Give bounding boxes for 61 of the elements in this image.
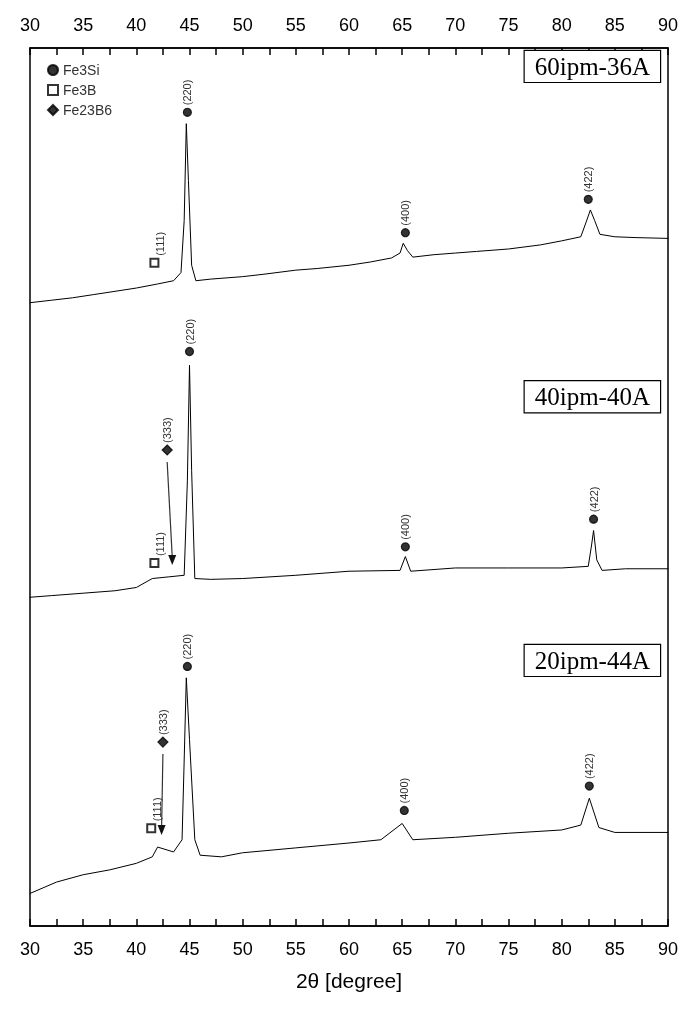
annotation: (400) [398,777,411,804]
x2-tick-label: 70 [445,15,466,35]
x2-tick-label: 35 [73,15,94,35]
x2-tick-label: 90 [657,15,679,35]
annotation: (220) [183,318,196,345]
x-tick-label: 85 [604,939,625,959]
x-tick-label: 65 [392,939,413,959]
point [146,823,157,834]
legend-label: Fe3Si [63,62,100,78]
x-tick-label: 90 [657,939,679,959]
point [399,805,409,816]
annotation: (422) [587,486,600,513]
x-tick-label: 55 [285,939,306,959]
annotation: (333) [156,709,169,736]
text: 60ipm-36A [534,52,650,80]
point [588,514,599,524]
legend-label: Fe23B6 [63,102,113,118]
point [583,194,593,204]
text: 20ipm-44A [534,646,650,674]
annotation: (422) [583,753,596,780]
x2-tick-label: 60 [338,15,360,35]
point [584,781,594,791]
point [182,107,192,117]
point [149,558,160,569]
point [400,228,410,238]
point [157,736,169,748]
annotation: (333) [161,417,174,443]
x-tick-label: 35 [73,939,94,959]
x2-tick-label: 85 [604,15,625,35]
point [184,346,195,357]
annotation: (422) [582,166,595,193]
x-tick-label: 60 [338,939,360,959]
x-tick-label: 45 [179,939,200,959]
x2-tick-label: 50 [232,15,253,35]
legend-label: Fe3B [63,82,97,98]
text: 40ipm-40A [534,383,650,411]
x2-tick-label: 30 [19,15,41,35]
annotation: (111) [153,231,166,256]
annotation: (111) [153,532,166,557]
annotation: (400) [399,514,412,540]
x2-tick-label: 80 [551,15,572,35]
x2-tick-label: 45 [179,15,200,35]
annotation: (220) [181,633,194,660]
x2-tick-label: 75 [498,15,519,35]
x2-tick-label: 65 [392,15,413,35]
annotation: (220) [181,79,194,106]
x-tick-label: 50 [232,939,253,959]
x-axis-title: 2θ [degree] [295,969,403,992]
point [182,661,192,672]
x2-tick-label: 40 [126,15,147,35]
point [149,257,160,268]
x-tick-label: 70 [445,939,466,959]
x-tick-label: 30 [19,939,41,959]
point [400,542,410,552]
x2-tick-label: 55 [285,15,306,35]
annotation: (111) [150,797,163,822]
x-tick-label: 40 [126,939,147,959]
annotation: (400) [399,200,412,226]
x-tick-label: 75 [498,939,519,959]
point [161,444,173,456]
x-tick-label: 80 [551,939,572,959]
